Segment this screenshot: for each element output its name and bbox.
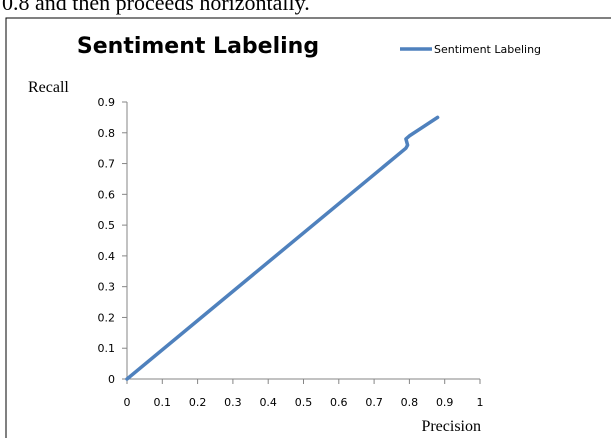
legend: Sentiment Labeling — [400, 43, 541, 56]
x-tick-label: 0.6 — [330, 396, 348, 409]
y-axis-label: Recall — [28, 79, 69, 96]
y-tick-label: 0.5 — [98, 219, 116, 232]
x-tick-label: 0.5 — [295, 396, 313, 409]
y-tick-label: 0.4 — [98, 250, 116, 263]
x-tick-label: 0.7 — [365, 396, 383, 409]
x-tick-label: 0.2 — [189, 396, 207, 409]
y-tick-label: 0.9 — [98, 96, 116, 109]
y-tick-label: 0.8 — [98, 127, 116, 140]
axes: 0 0.1 0.2 0.3 0.4 0.5 0.6 0.7 0.8 0.9 0 0.1 0.2 0.3 0.… — [98, 96, 484, 409]
x-tick-label: 0.4 — [259, 396, 277, 409]
y-tick-label: 0.2 — [98, 311, 116, 324]
caption-fragment: 0.8 and then proceeds horizontally. — [2, 0, 310, 15]
y-tick-label: 0.6 — [98, 188, 116, 201]
x-tick-label: 0.3 — [224, 396, 242, 409]
x-tick-label: 0.9 — [436, 396, 454, 409]
y-tick-label: 0.7 — [98, 158, 116, 171]
x-axis-label: Precision — [421, 418, 481, 435]
x-tick-label: 1 — [477, 396, 484, 409]
legend-label: Sentiment Labeling — [434, 43, 541, 56]
x-tick-label: 0.1 — [154, 396, 172, 409]
chart-title: Sentiment Labeling — [77, 34, 319, 59]
x-tick-label: 0.8 — [401, 396, 419, 409]
y-tick-label: 0.3 — [98, 281, 116, 294]
y-tick-label: 0.1 — [98, 342, 116, 355]
series-layer — [125, 115, 440, 381]
x-tick-label: 0 — [124, 396, 131, 409]
y-tick-label: 0 — [108, 373, 115, 386]
series-line — [125, 115, 440, 381]
